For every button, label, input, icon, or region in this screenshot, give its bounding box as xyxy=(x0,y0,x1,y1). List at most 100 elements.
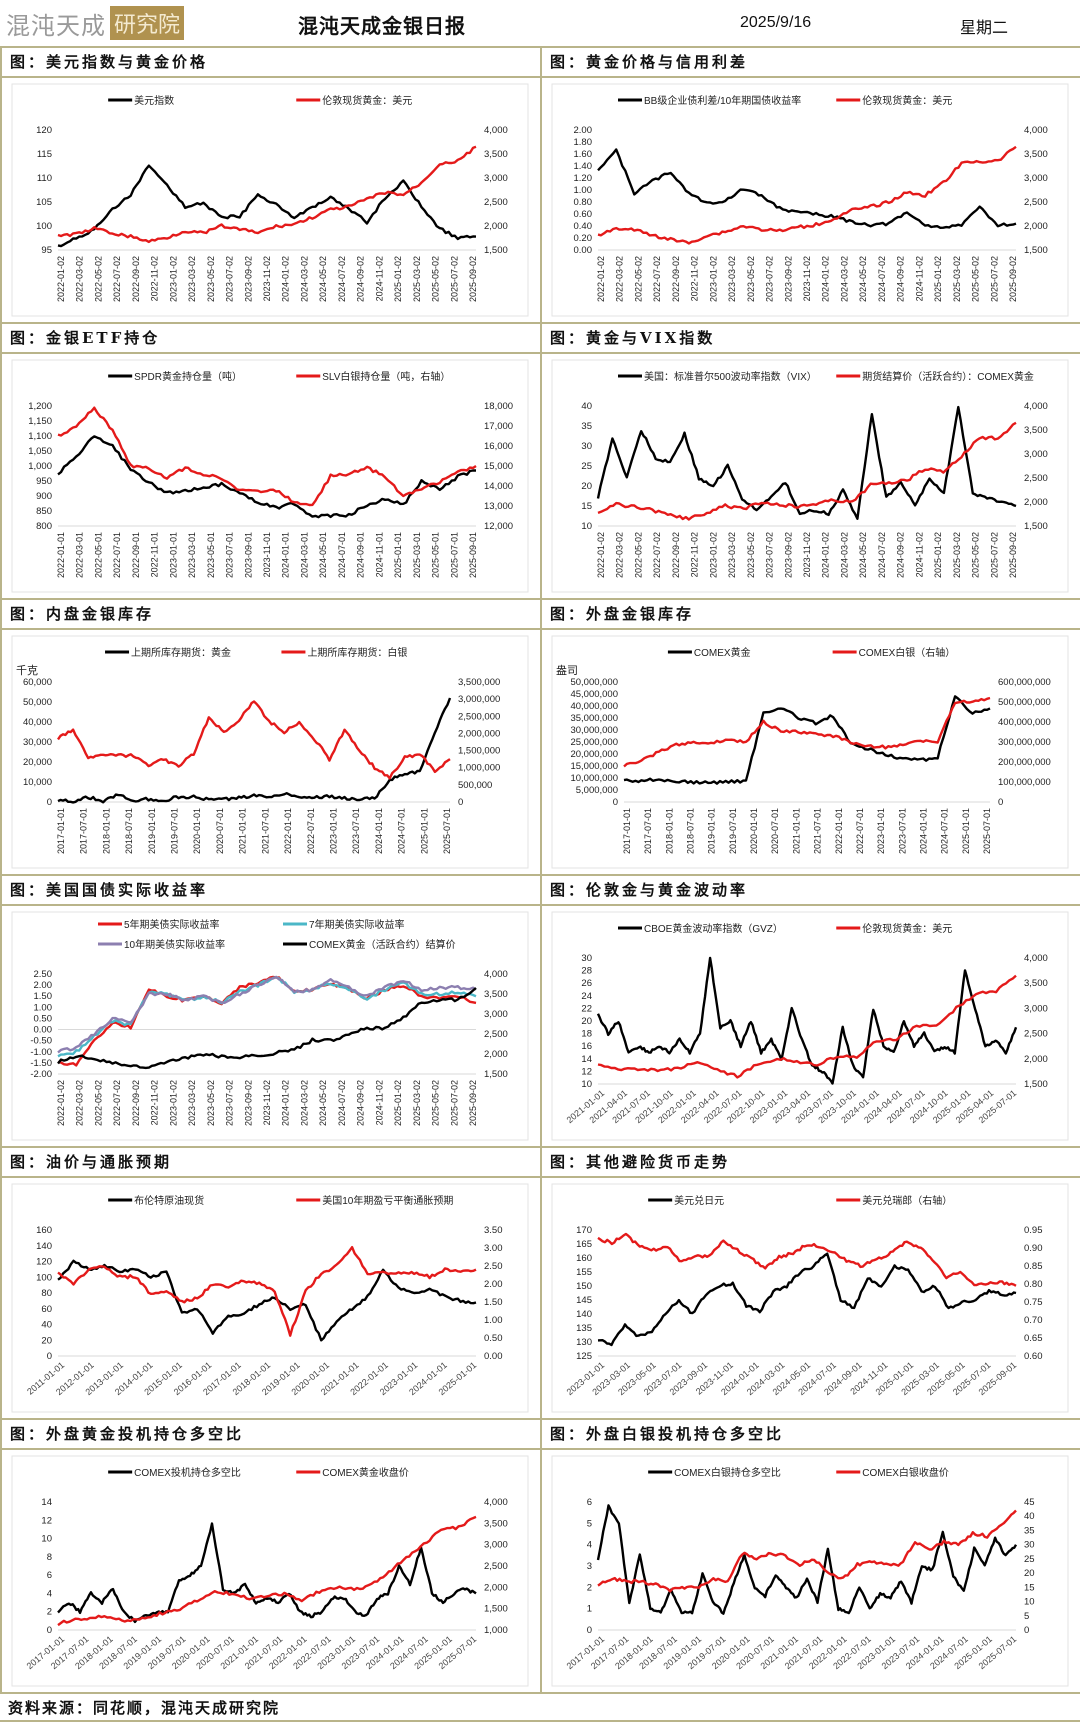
right-axis-tick: 2,500 xyxy=(1024,1029,1048,1040)
series-line-red-1 xyxy=(597,974,1017,1079)
x-axis-tick: 2024-11-02 xyxy=(914,256,924,301)
plot-frame xyxy=(11,359,529,593)
x-axis-tick: 2025-03-02 xyxy=(952,256,962,302)
chart-panel-comex_gold_cot: 图：外盘黄金投机持仓多空比 COMEX投机持仓多空比 COMEX黄金收盘价 0 2 4 6 8… xyxy=(0,1418,540,1692)
right-axis-tick: 2.00 xyxy=(484,1279,503,1290)
x-axis-tick: 2024-01-01 xyxy=(281,532,291,578)
chart-title: 图：美国国债实际收益率 xyxy=(0,874,540,906)
x-axis-tick: 2024-05-02 xyxy=(858,532,868,578)
x-axis-tick: 2025-01-02 xyxy=(393,1080,403,1126)
series-line-black-0 xyxy=(57,697,452,804)
series-line-black-0 xyxy=(57,1259,477,1342)
series-line-red-1 xyxy=(623,696,991,768)
right-axis-tick: 400,000,000 xyxy=(998,717,1051,728)
report-date: 2025/9/16 xyxy=(740,14,812,31)
left-axis-tick: 10,000 xyxy=(23,777,52,788)
left-axis-tick: 5,000,000 xyxy=(576,785,618,796)
legend-label: 上期所库存期货：白银 xyxy=(307,646,407,659)
right-axis-tick: 3,000 xyxy=(1024,449,1048,460)
left-axis-tick: 155 xyxy=(576,1267,592,1278)
left-axis-tick: 0.80 xyxy=(574,197,593,208)
right-axis-tick: 20 xyxy=(1024,1568,1035,1579)
left-axis-tick: 900 xyxy=(36,491,52,502)
left-axis-tick: 115 xyxy=(37,149,52,160)
right-axis-tick: 3,500 xyxy=(484,149,508,160)
chart-legend: BB级企业债利差/10年期国债收益率 伦敦现货黄金：美元 xyxy=(618,94,952,107)
chart-legend: COMEX白银持仓多空比 COMEX白银收盘价 xyxy=(648,1466,949,1479)
left-axis-tick: 950 xyxy=(36,476,52,487)
chart-svg-real_yields: 5年期美债实际收益率 7年期美债实际收益率 10年期美债实际收益率 COMEX黄金（活… xyxy=(11,911,529,1141)
left-axis-tick: 1.20 xyxy=(574,173,593,184)
x-axis-tick: 2024-01-02 xyxy=(821,256,831,302)
plot-frame xyxy=(11,83,529,317)
x-axis-tick: 2022-09-01 xyxy=(131,532,141,578)
left-axis-tick: 26 xyxy=(581,978,592,989)
chart-title: 图：内盘金银库存 xyxy=(0,598,540,630)
left-axis-tick: 140 xyxy=(36,1241,52,1252)
x-axis-tick: 2025-09-02 xyxy=(1008,256,1018,302)
left-axis-tick: 20,000 xyxy=(23,757,52,768)
left-axis-tick: 30,000 xyxy=(23,737,52,748)
plot-frame xyxy=(11,635,529,869)
left-axis-tick: 20 xyxy=(581,481,592,492)
left-axis-tick: 45,000,000 xyxy=(570,689,618,700)
series-line-red-1 xyxy=(57,145,477,244)
left-axis-tick: 150 xyxy=(576,1281,592,1292)
right-axis-tick: 17,000 xyxy=(484,421,513,432)
left-axis-tick: 1,200 xyxy=(28,401,52,412)
series-line-red-1 xyxy=(57,406,477,507)
left-axis-tick: 160 xyxy=(576,1253,592,1264)
left-axis-tick: 10 xyxy=(581,1079,592,1090)
x-axis-tick: 2022-07-01 xyxy=(112,532,122,578)
left-axis-tick: 2 xyxy=(47,1607,52,1618)
plot-frame xyxy=(11,911,529,1141)
chart-svg-comex_silver_cot: COMEX白银持仓多空比 COMEX白银收盘价012345605101520253… xyxy=(551,1455,1069,1687)
right-axis-tick: 4,000 xyxy=(484,1497,508,1508)
left-axis-tick: 12 xyxy=(41,1515,52,1526)
x-axis-tick: 2023-07-01 xyxy=(897,808,907,854)
left-axis-tick: 1.50 xyxy=(34,991,53,1002)
x-axis-tick: 2022-01-02 xyxy=(56,1080,66,1126)
x-axis-tick: 2023-11-02 xyxy=(262,256,272,301)
left-axis-tick: 12 xyxy=(581,1066,592,1077)
chart-panel-credit_spread: 图：黄金价格与信用利差 BB级企业债利差/10年期国债收益率 伦敦现货黄金：美元 0.… xyxy=(540,46,1080,322)
x-axis-tick: 2025-07-01 xyxy=(449,532,459,578)
left-axis-tick: 125 xyxy=(576,1351,592,1362)
x-axis-tick: 2024-11-01 xyxy=(374,532,384,577)
x-axis-tick: 2024-01-02 xyxy=(821,532,831,578)
legend-label: 美元指数 xyxy=(134,94,174,107)
x-axis-tick: 2018-01-01 xyxy=(101,808,111,854)
left-axis-tick: 170 xyxy=(576,1225,592,1236)
x-axis-tick: 2020-07-01 xyxy=(770,808,780,854)
chart-title: 图：美元指数与黄金价格 xyxy=(0,46,540,78)
x-axis-tick: 2023-01-01 xyxy=(168,532,178,578)
chart-title: 图：外盘白银投机持仓多空比 xyxy=(540,1418,1080,1450)
right-axis-tick: 5 xyxy=(1024,1611,1029,1622)
x-axis-tick: 2024-01-01 xyxy=(374,808,384,854)
left-axis-tick: 24 xyxy=(581,991,592,1002)
series-line-black-0 xyxy=(596,956,1018,1085)
legend-label: 伦敦现货黄金：美元 xyxy=(862,94,952,107)
legend-label: SLV白银持仓量（吨，右轴） xyxy=(322,370,450,383)
chart-legend: 5年期美债实际收益率 7年期美债实际收益率 10年期美债实际收益率 COMEX黄金（活… xyxy=(98,918,456,951)
series-line-red-1 xyxy=(57,700,451,780)
left-axis-tick: 800 xyxy=(36,521,52,532)
left-axis-tick: 850 xyxy=(36,506,52,517)
report-title: 混沌天成金银日报 xyxy=(298,14,466,38)
x-axis-tick: 2025-05-02 xyxy=(431,256,441,302)
plot-frame xyxy=(11,1455,529,1687)
legend-label: 美国：标准普尔500波动率指数（VIX） xyxy=(644,370,817,383)
left-axis-tick: 16 xyxy=(581,1041,592,1052)
right-axis-tick: 1,500,000 xyxy=(458,746,500,757)
x-axis-tick: 2022-05-02 xyxy=(633,532,643,578)
right-axis-tick: 10 xyxy=(1024,1597,1035,1608)
right-axis-tick: 0.95 xyxy=(1024,1225,1043,1236)
x-axis-tick: 2021-07-01 xyxy=(260,808,270,854)
right-axis-tick: 0.00 xyxy=(484,1351,503,1362)
left-axis-tick: 50,000 xyxy=(23,697,52,708)
left-axis-tick: 110 xyxy=(37,173,52,184)
chart-title: 图：外盘黄金投机持仓多空比 xyxy=(0,1418,540,1450)
left-axis-tick: 135 xyxy=(576,1323,592,1334)
series-line-color-1 xyxy=(57,976,477,1058)
x-axis-tick: 2025-07-02 xyxy=(449,256,459,302)
